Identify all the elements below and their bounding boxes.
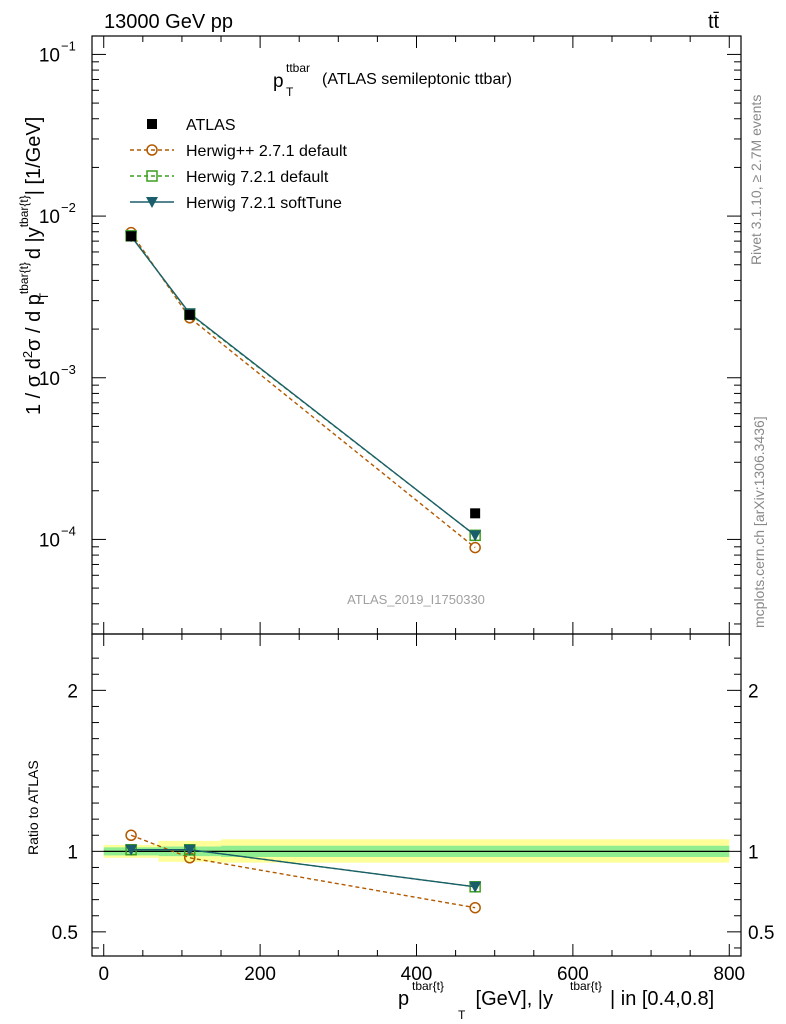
series-marker-0 [469, 541, 481, 554]
data-point [184, 309, 195, 320]
ratio-marker-2 [125, 844, 138, 856]
legend-marker-2 [146, 197, 158, 208]
legend-label-0: Herwig++ 2.7.1 default [186, 143, 348, 160]
x-tick-label: 400 [401, 964, 433, 985]
x-tick-label: 600 [557, 964, 589, 985]
y-tick-exponent: −1 [61, 38, 76, 53]
y-tick-exponent: −3 [61, 362, 76, 377]
plot-title-sub: T [286, 85, 294, 99]
y-tick-label: 10 [39, 369, 60, 390]
legend-marker-data [147, 119, 157, 129]
plot-title-rest: (ATLAS semileptonic ttbar) [322, 71, 512, 88]
plot-title-p: p [273, 71, 284, 92]
xlabel-p: p [398, 988, 409, 1010]
ratio-y-tick-label-right: 0.5 [748, 923, 774, 944]
xlabel-sup1: tbar{t} [412, 979, 444, 993]
plot-title-sup: ttbar [286, 61, 310, 75]
header-energy: 13000 GeV pp [104, 11, 233, 33]
legend-marker-1 [146, 170, 158, 182]
analysis-watermark: ATLAS_2019_I1750330 [347, 592, 485, 607]
ratio-frame [91, 633, 742, 957]
rivet-label: Rivet 3.1.10, ≥ 2.7M events [748, 95, 764, 265]
data-point [126, 231, 137, 242]
xlabel-tail: | in [0.4,0.8] [610, 988, 714, 1010]
xlabel-sub: T [458, 1008, 466, 1022]
x-tick-label: 800 [713, 964, 745, 985]
ratio-y-tick-label-right: 2 [748, 681, 759, 702]
x-tick-label: 200 [244, 964, 276, 985]
series-line-0 [130, 232, 476, 549]
y-tick-exponent: −4 [61, 523, 76, 538]
header-process: tt̄ [708, 11, 720, 33]
ratio-ylabel: Ratio to ATLAS [25, 760, 41, 855]
ratio-marker-0 [125, 829, 137, 841]
data-point [470, 508, 481, 519]
mcplots-label: mcplots.cern.ch [arXiv:1306.3436] [751, 416, 767, 628]
x-tick-label: 0 [98, 964, 109, 985]
ratio-y-tick-label: 1 [67, 842, 78, 863]
legend: ATLAS Herwig++ 2.7.1 default Herwig 7.2.1 … [130, 117, 348, 212]
ratio-marker-0 [469, 901, 481, 914]
xlabel-rest: [GeV], |y [470, 988, 553, 1010]
y-tick-label: 10 [39, 207, 60, 228]
legend-label-2: Herwig 7.2.1 softTune [186, 195, 342, 212]
ratio-y-tick-label-right: 1 [748, 842, 759, 863]
y-tick-label: 10 [39, 530, 60, 551]
ratio-y-tick-label: 2 [67, 681, 78, 702]
series-marker-2 [469, 530, 482, 542]
ratio-marker-2 [183, 844, 196, 856]
xlabel: p tbar{t} T [GeV], |y tbar{t} | in [0.4,… [398, 979, 714, 1022]
ratio-marker-2 [469, 881, 482, 893]
y-tick-exponent: −2 [61, 200, 76, 215]
main-plot: 10−110−210−310−4 [39, 35, 742, 646]
plot-title: p ttbar T (ATLAS semileptonic ttbar) [273, 61, 512, 99]
series-line-2 [130, 235, 476, 536]
series-line-1 [130, 235, 476, 536]
xlabel-sup2: tbar{t} [570, 979, 602, 993]
ratio-y-tick-label: 0.5 [52, 923, 78, 944]
legend-label-data: ATLAS [186, 117, 236, 134]
legend-label-1: Herwig 7.2.1 default [186, 169, 329, 186]
y-tick-label: 10 [39, 45, 60, 66]
legend-marker-0 [146, 144, 158, 156]
ratio-line-0 [130, 834, 476, 909]
main-ylabel: 1 / σ d2σ / d ptbar{t}T d |ytbar{t}| [1/… [17, 117, 51, 415]
main-ylabel-text: 1 / σ d2σ / d ptbar{t}T d |ytbar{t}| [1/… [17, 117, 51, 415]
